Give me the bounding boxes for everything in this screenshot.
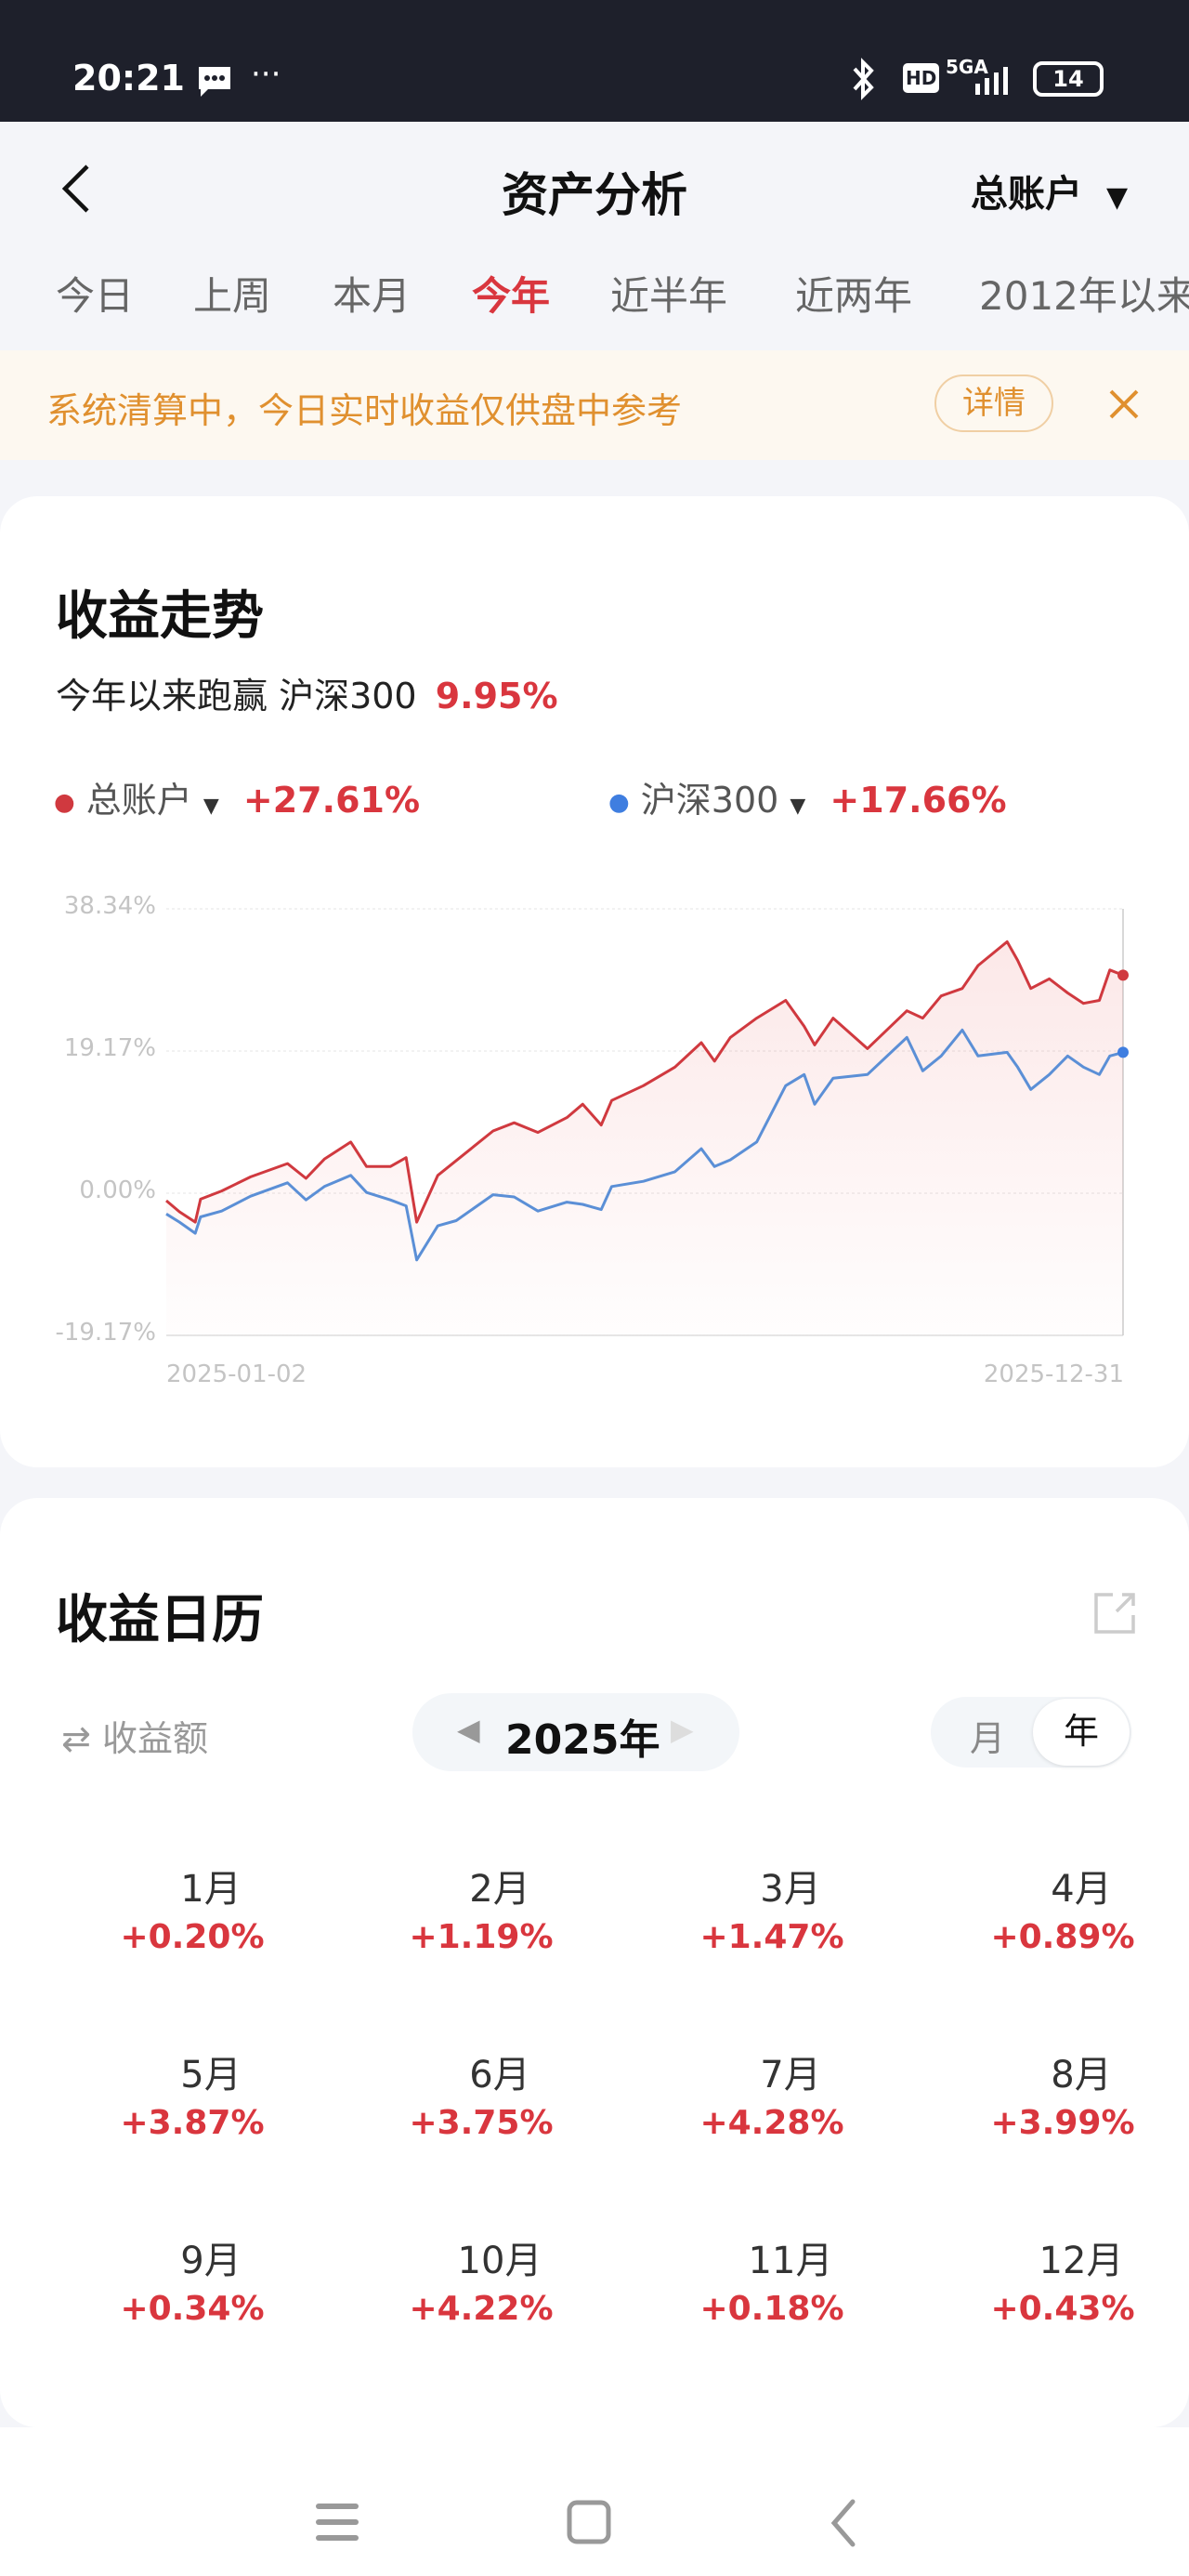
csi300-line [165,1028,1124,1262]
system-nav-bar [0,2427,1189,2576]
y-tick: 0.00% [79,1176,156,1204]
tab-last-week[interactable]: 上周 [193,273,272,319]
month-label: 5月 [180,2054,242,2096]
month-label: 2月 [469,1868,530,1911]
calendar-card [0,1498,1189,2427]
tab-this-year[interactable]: 今年 [472,273,551,319]
month-label: 11月 [748,2240,833,2282]
month-label: 4月 [1051,1868,1112,1911]
signal-icon [975,67,1008,95]
view-month-button[interactable]: 月 [970,1718,1006,1759]
dropdown-icon: ▼ [203,795,219,818]
month-label: 12月 [1039,2240,1124,2282]
toggle-metric-button[interactable]: ⇄ 收益额 [61,1710,208,1761]
dropdown-icon: ▼ [1105,181,1129,214]
month-label: 10月 [457,2240,542,2282]
y-tick: 19.17% [63,1034,156,1062]
back-nav-icon[interactable] [827,2498,858,2548]
month-return: +3.75% [409,2104,554,2142]
page-title: 资产分析 [502,168,687,222]
year-selector: ◀ 2025年 ▶ [412,1693,739,1771]
tab-today[interactable]: 今日 [56,273,135,319]
tab-half-year[interactable]: 近半年 [610,273,728,319]
month-return: +3.99% [990,2104,1135,2142]
battery-icon: 14 [1033,61,1104,97]
header [0,122,1189,350]
csi300-end-point [1117,1046,1129,1058]
month-return: +4.28% [699,2104,844,2142]
month-return: +0.89% [990,1918,1135,1956]
month-return: +1.19% [409,1918,554,1956]
month-return: +0.18% [699,2290,844,2328]
account-end-point [1117,969,1129,981]
month-return: +3.87% [120,2104,265,2142]
home-icon[interactable] [567,2500,613,2546]
y-tick: -19.17% [55,1319,156,1347]
account-label: 总账户 [971,173,1082,216]
tab-two-years[interactable]: 近两年 [795,273,913,319]
bluetooth-icon [853,58,874,100]
status-time: 20:21 [72,58,185,99]
month-label: 1月 [180,1868,242,1911]
month-label: 3月 [760,1868,821,1911]
message-icon [199,67,230,97]
legend-csi300[interactable]: ● 沪深300 ▼ +17.66% [608,771,1007,822]
month-return: +4.22% [409,2290,554,2328]
legend-name: 沪深300 [640,780,779,821]
year-label: 2025年 [505,1716,660,1764]
legend-dot-icon: ● [54,788,75,817]
hd-badge: HD [903,63,940,93]
month-label: 7月 [760,2054,821,2096]
legend-dot-icon: ● [608,788,630,817]
month-return: +0.34% [120,2290,265,2328]
y-tick: 38.34% [63,892,156,920]
tab-since-2012[interactable]: 2012年以来 [979,273,1189,319]
legend-account[interactable]: ● 总账户 ▼ +27.61% [54,771,420,822]
calendar-title: 收益日历 [56,1590,264,1650]
trend-subtitle: 今年以来跑赢 沪深300 9.95% [56,667,558,718]
dropdown-icon: ▼ [790,795,806,818]
account-selector[interactable]: 总账户 ▼ [971,164,1128,217]
notice-detail-button[interactable]: 详情 [934,375,1053,432]
next-year-icon[interactable]: ▶ [671,1712,694,1747]
network-label: 5GA [946,56,988,78]
view-toggle: 月 年 [931,1697,1131,1768]
back-icon[interactable] [56,163,97,215]
notice-bar: 系统清算中，今日实时收益仅供盘中参考 详情 [0,350,1189,460]
view-year-button[interactable]: 年 [1033,1699,1130,1766]
menu-icon[interactable] [316,2502,360,2543]
tab-this-month[interactable]: 本月 [333,273,412,319]
month-return: +1.47% [699,1918,844,1956]
month-label: 6月 [469,2054,530,2096]
month-label: 9月 [180,2240,242,2282]
close-icon[interactable] [1105,386,1143,423]
toggle-metric-label: 收益额 [101,1718,208,1759]
more-notifications-icon: ··· [251,56,281,93]
month-return: +0.20% [120,1918,265,1956]
x-tick: 2025-01-02 [166,1360,307,1388]
status-bar: 20:21 ··· HD 5GA 14 [0,0,1189,122]
prev-year-icon[interactable]: ◀ [457,1712,480,1747]
swap-icon: ⇄ [61,1718,91,1759]
trend-chart[interactable] [0,874,1189,1357]
share-icon[interactable] [1092,1591,1137,1636]
notice-text: 系统清算中，今日实时收益仅供盘中参考 [46,390,683,431]
x-tick: 2025-12-31 [983,1360,1124,1388]
outperform-value: 9.95% [435,676,558,716]
legend-value: +27.61% [242,780,421,821]
month-label: 8月 [1051,2054,1112,2096]
month-return: +0.43% [990,2290,1135,2328]
legend-value: +17.66% [830,780,1007,821]
account-area [166,941,1123,1335]
legend-name: 总账户 [85,780,192,821]
subtitle-prefix: 今年以来跑赢 沪深300 [56,676,417,716]
account-line [165,940,1124,1224]
trend-title: 收益走势 [56,586,264,647]
